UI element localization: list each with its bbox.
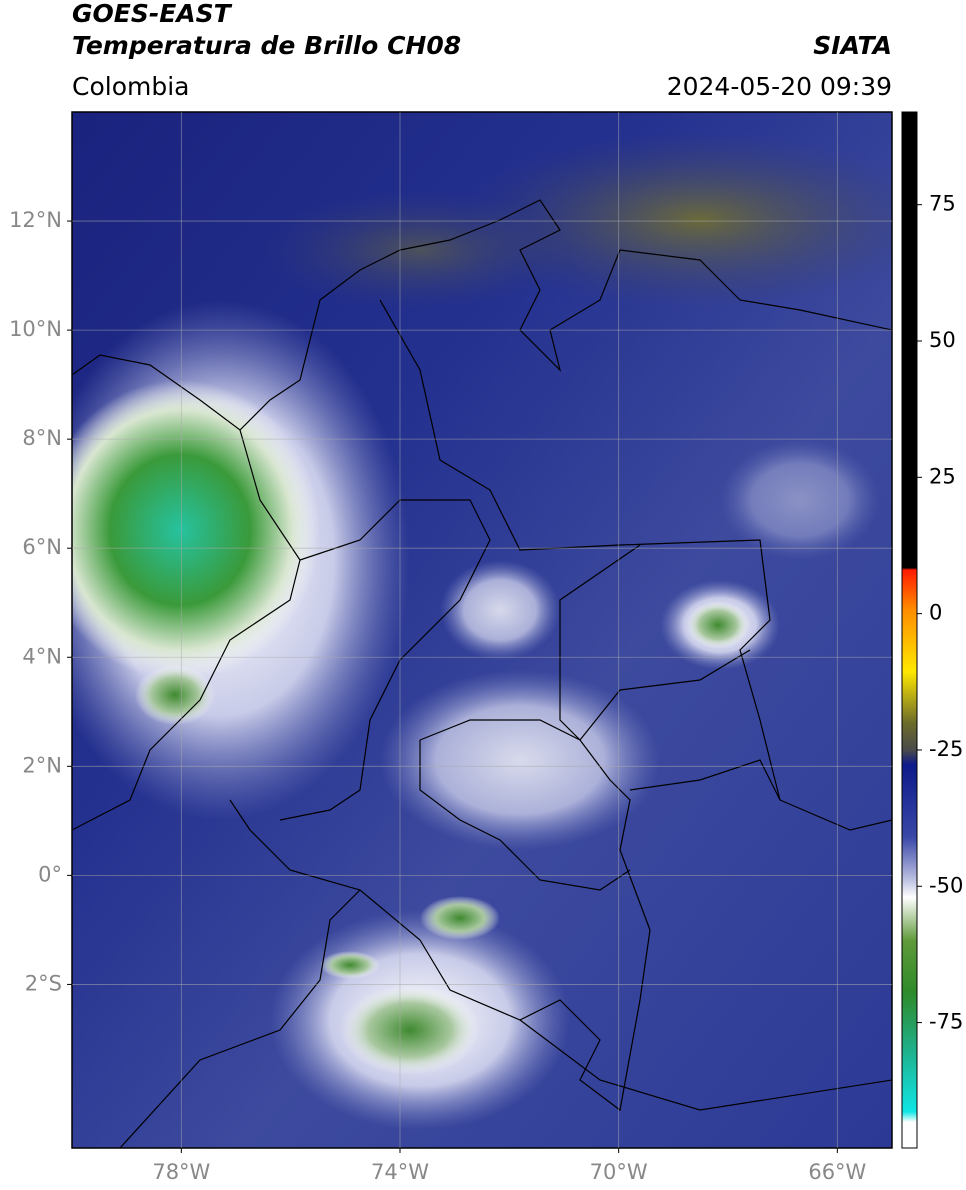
colorbar	[901, 111, 918, 1149]
y-tick-label: 4°N	[22, 644, 62, 668]
y-tick-label: 6°N	[22, 535, 62, 559]
colorbar-tick-label: -25	[929, 737, 963, 761]
y-tick-label: 12°N	[9, 208, 62, 232]
datetime: 2024-05-20 09:39	[667, 72, 892, 101]
region: Colombia	[72, 72, 189, 101]
source: SIATA	[813, 31, 892, 60]
colorbar-tick-label: -75	[929, 1010, 963, 1034]
colorbar-tick-label: 75	[929, 192, 956, 216]
colorbar-tick-label: -50	[929, 873, 963, 897]
colorbar-tick-label: 50	[929, 328, 956, 352]
y-tick-label: 2°S	[25, 971, 62, 995]
x-tick-label: 70°W	[590, 1160, 648, 1184]
x-tick-label: 74°W	[371, 1160, 429, 1184]
subtitle: Temperatura de Brillo CH08	[72, 31, 461, 60]
map-frame	[71, 111, 893, 1149]
y-tick-label: 8°N	[22, 426, 62, 450]
x-tick-label: 78°W	[152, 1160, 210, 1184]
borders	[72, 199, 892, 1148]
y-tick-label: 2°N	[22, 753, 62, 777]
colorbar-tick-label: 0	[929, 601, 942, 625]
y-tick-label: 10°N	[9, 317, 62, 341]
title: GOES-EAST	[72, 0, 233, 28]
satellite-image	[72, 112, 892, 1148]
x-tick-label: 66°W	[808, 1160, 866, 1184]
colorbar-tick-label: 25	[929, 464, 956, 488]
y-tick-label: 0°	[38, 862, 62, 886]
